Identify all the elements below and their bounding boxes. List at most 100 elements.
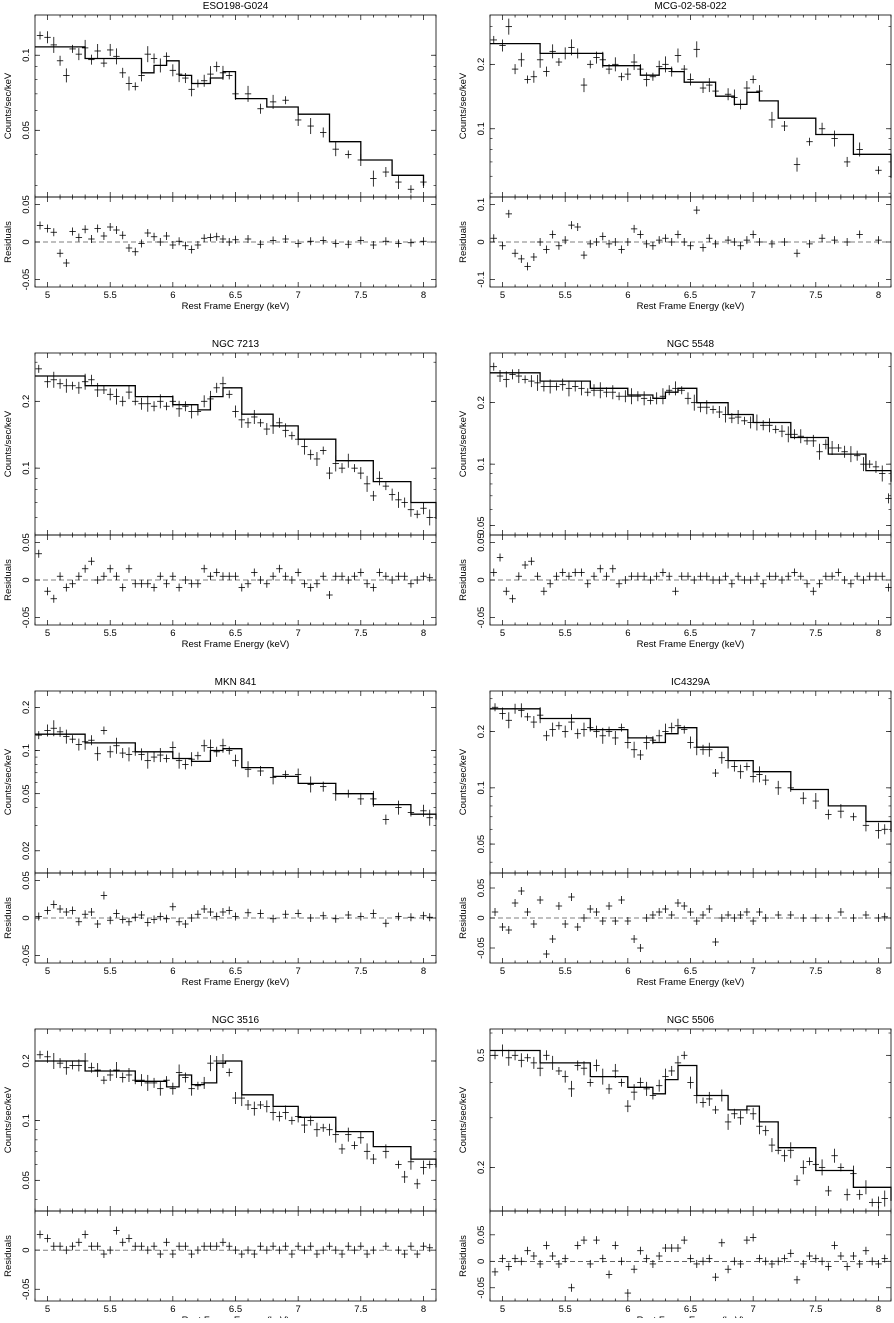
- residual-point: [188, 914, 195, 922]
- x-tick-label: 7: [296, 628, 301, 639]
- data-point: [718, 751, 726, 764]
- y-tick-label: 0.2: [476, 1161, 487, 1174]
- data-point: [810, 434, 817, 447]
- residual-point: [257, 1242, 264, 1251]
- data-point: [88, 735, 95, 746]
- residual-point: [565, 572, 573, 581]
- residual-point: [490, 568, 497, 577]
- residual-point: [75, 917, 83, 926]
- residual-point: [781, 1254, 788, 1263]
- residual-point: [44, 1234, 51, 1243]
- y-tick-label: 0.2: [21, 1054, 32, 1067]
- data-point: [822, 439, 830, 450]
- data-point: [787, 1142, 794, 1159]
- residual-point: [63, 259, 70, 267]
- residual-point: [200, 564, 208, 573]
- data-point: [772, 425, 779, 434]
- residual-point: [505, 926, 512, 934]
- model-line: [35, 733, 437, 820]
- data-point: [357, 1131, 365, 1144]
- residual-point: [693, 206, 700, 215]
- y-tick-label: 0.05: [21, 121, 32, 140]
- data-point: [401, 497, 408, 508]
- residual-point: [288, 1250, 296, 1259]
- y-tick-label: 0.1: [476, 781, 487, 794]
- residual-point: [530, 253, 538, 261]
- data-point: [630, 54, 638, 71]
- residual-point: [188, 579, 195, 588]
- data-point: [885, 493, 892, 504]
- data-point: [672, 381, 679, 396]
- data-point: [674, 718, 682, 733]
- data-point: [850, 1165, 857, 1182]
- x-axis-label: Rest Frame Energy (keV): [637, 977, 745, 988]
- residual-point: [125, 1234, 133, 1243]
- data-point: [182, 73, 189, 84]
- x-tick-label: 6.5: [229, 290, 242, 301]
- residual-point: [662, 1244, 669, 1253]
- data-point: [63, 1060, 70, 1075]
- data-point: [232, 1092, 239, 1105]
- data-point: [737, 99, 744, 110]
- residual-point: [630, 1265, 638, 1274]
- data-point: [759, 420, 767, 431]
- residual-point: [668, 1244, 675, 1253]
- data-point: [574, 728, 581, 739]
- x-tick-label: 5.5: [104, 966, 117, 977]
- x-tick-label: 7: [296, 1304, 301, 1315]
- model-line: [490, 42, 892, 178]
- residual-point: [793, 1275, 801, 1284]
- residual-point: [712, 1273, 719, 1282]
- data-point: [244, 417, 252, 428]
- data-point: [662, 56, 669, 73]
- residual-point: [791, 568, 798, 577]
- data-point: [138, 69, 145, 82]
- residual-point: [555, 1259, 563, 1268]
- data-point: [818, 122, 826, 135]
- residual-point: [803, 579, 811, 588]
- data-point: [232, 754, 239, 767]
- data-point: [862, 819, 870, 832]
- residual-point: [100, 572, 108, 581]
- residual-point: [818, 1257, 826, 1266]
- data-point: [213, 1055, 220, 1066]
- data-point: [150, 53, 158, 64]
- data-point: [213, 746, 220, 757]
- data-point: [420, 1160, 427, 1175]
- data-point: [684, 392, 692, 405]
- data-point: [44, 1050, 51, 1063]
- data-point: [722, 406, 729, 423]
- x-tick-label: 6.5: [229, 628, 242, 639]
- residuals-frame: [34, 1210, 437, 1302]
- x-tick-label: 7.5: [354, 290, 367, 301]
- residual-point: [113, 572, 120, 581]
- residual-point: [345, 1242, 352, 1251]
- residual-point: [182, 241, 189, 250]
- residual-point: [106, 223, 114, 231]
- residual-point: [94, 1242, 101, 1251]
- residual-point: [338, 572, 346, 581]
- data-point: [572, 381, 579, 392]
- residual-point: [138, 911, 145, 919]
- data-point: [869, 1198, 876, 1207]
- residual-point: [543, 1241, 550, 1250]
- data-point: [555, 721, 563, 730]
- residual-point: [662, 234, 669, 243]
- residual-point: [56, 1242, 64, 1251]
- panel-title: MKN 841: [215, 677, 257, 688]
- data-point: [138, 397, 145, 410]
- data-point: [499, 1044, 506, 1057]
- data-point: [269, 1104, 277, 1121]
- residual-point: [624, 1289, 632, 1298]
- data-point: [803, 436, 811, 445]
- residual-point: [182, 920, 189, 928]
- data-point: [219, 376, 227, 391]
- residual-point: [69, 227, 76, 236]
- residual-point: [207, 572, 214, 581]
- residual-point: [800, 914, 807, 922]
- data-point: [749, 1107, 757, 1120]
- data-point: [106, 1068, 114, 1081]
- y-tick-label: 0.1: [21, 744, 32, 757]
- residual-point: [822, 572, 830, 581]
- spectrum-frame: [34, 690, 437, 874]
